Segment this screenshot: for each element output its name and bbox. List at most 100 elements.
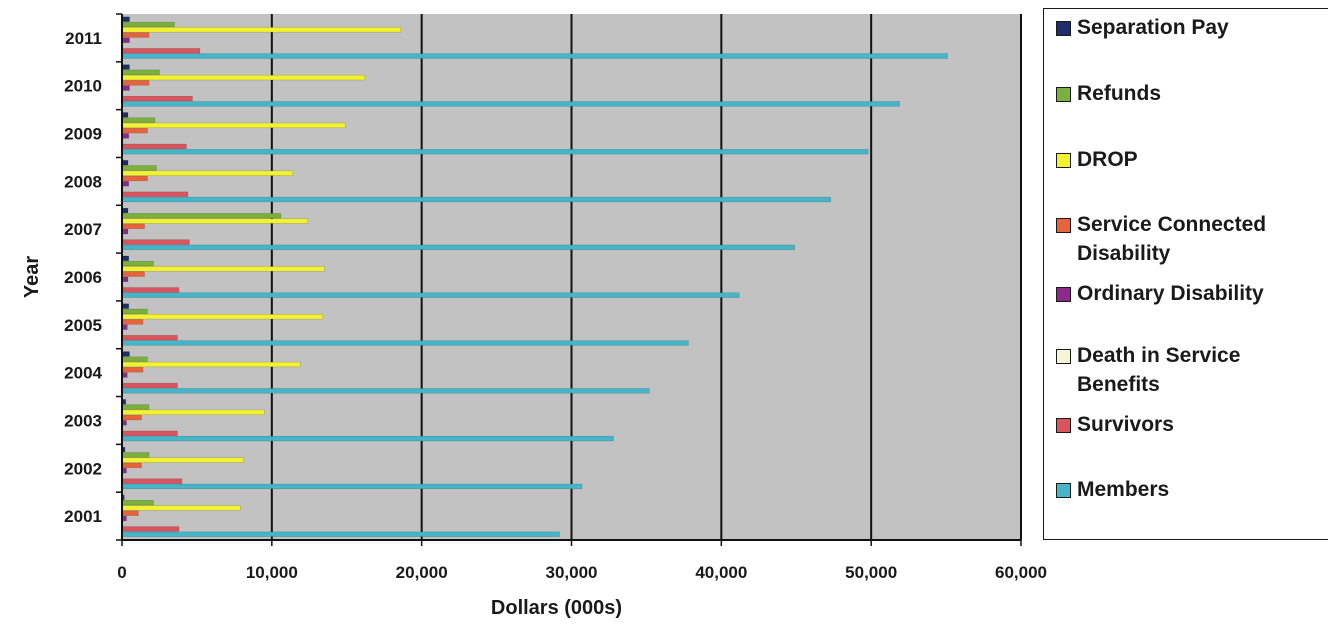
legend-label: Separation Pay [1077,16,1229,39]
legend-swatch [1056,87,1071,102]
bar [121,16,130,22]
bar [121,122,346,129]
bar [121,260,154,267]
bar [121,483,583,490]
bar [121,414,142,421]
bar [121,308,148,315]
bar [121,356,148,362]
y-tick-labels: 2001 2002 2003 2004 2005 2006 2007 2008 2009 2010… [64,29,102,526]
bar [121,266,325,272]
bar [121,64,130,70]
bar [121,74,365,81]
bar [121,303,129,309]
y-tick-label: 2008 [64,172,102,191]
legend: Separation Pay Refunds DROP Service Connect… [1043,8,1328,540]
y-tick-label: 2011 [65,29,102,48]
y-axis-title: Year [21,256,43,298]
legend-item: Survivors [1056,413,1327,439]
y-tick-label: 2002 [64,459,102,478]
bar [121,170,294,176]
bar [121,382,178,389]
bar [121,531,560,537]
bar [121,181,129,187]
bar [121,48,201,54]
legend-swatch [1056,483,1071,498]
bar [121,462,142,469]
legend-swatch [1056,418,1071,433]
bar [121,340,689,346]
bar [121,314,324,320]
bar [121,319,144,325]
bar [121,409,265,415]
bar [121,223,145,229]
legend-label: Ordinary Disability [1077,282,1264,305]
bar [121,32,150,38]
x-tick-label: 50,000 [845,563,897,582]
legend-item: Separation Pay [1056,16,1327,42]
legend-item: Ordinary Disability [1056,282,1327,308]
bar [121,478,183,484]
bar [121,149,869,155]
legend-swatch [1056,349,1071,364]
bar [121,452,150,458]
bar [121,165,157,171]
bar [121,117,156,123]
y-tick-label: 2005 [64,316,102,335]
legend-label: Death in Service Benefits [1077,344,1241,396]
bar [121,361,301,368]
legend-label: Refunds [1077,82,1161,105]
legend-item: Refunds [1056,82,1327,108]
bar [121,196,831,203]
bar [121,457,244,463]
bar [121,21,175,28]
legend-label: DROP [1077,148,1138,171]
legend-label: Service Connected Disability [1077,213,1267,265]
y-tick-label: 2010 [64,77,102,96]
bar [121,287,180,293]
x-tick-labels: 0 10,000 20,000 30,000 40,000 50,000 60,000 [117,563,1047,582]
legend-item: Members [1056,478,1327,504]
bar [121,191,189,197]
bar [121,244,796,250]
bar [121,335,178,341]
legend-swatch [1056,218,1071,233]
bar [121,95,193,102]
x-tick-label: 0 [117,563,126,582]
bar [121,128,148,134]
x-tick-label: 20,000 [396,563,448,582]
x-axis-title: Dollars (000s) [491,597,622,619]
bar [121,133,129,139]
bar [121,27,401,33]
bar [121,271,145,277]
y-tick-label: 2007 [64,220,102,239]
legend-swatch [1056,287,1071,302]
bar [121,351,130,357]
y-tick-label: 2003 [64,411,102,430]
bar [121,80,150,86]
bar [121,500,154,506]
bar [121,101,900,107]
bar [121,85,130,91]
bar [121,255,129,261]
bar [121,218,309,224]
bar [121,388,650,394]
bar [121,430,178,436]
bar [121,526,180,532]
bar [121,510,139,516]
legend-item: Death in Service Benefits [1056,344,1327,399]
bar [121,435,614,442]
legend-swatch [1056,153,1071,168]
legend-swatch [1056,21,1071,36]
legend-label: Survivors [1077,413,1174,436]
legend-label: Members [1077,478,1170,501]
bar [121,69,160,75]
y-tick-label: 2009 [64,125,102,144]
x-tick-label: 40,000 [695,563,747,582]
bar [121,143,187,150]
y-tick-label: 2004 [64,364,102,383]
axes [116,13,1022,546]
y-tick-label: 2001 [64,507,102,526]
bar [121,175,148,182]
bar [121,53,948,59]
x-tick-label: 30,000 [546,563,598,582]
